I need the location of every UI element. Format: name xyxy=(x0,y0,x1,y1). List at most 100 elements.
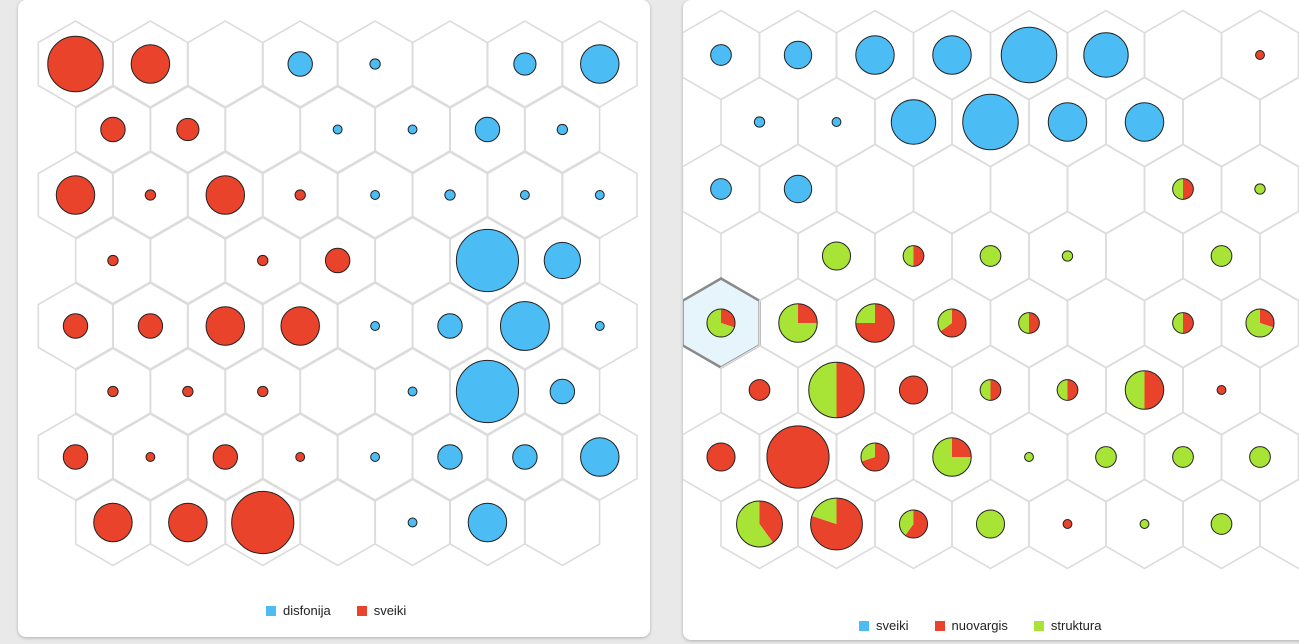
cell-pie[interactable] xyxy=(407,517,418,528)
cell-pie[interactable] xyxy=(898,375,929,405)
cell-pie[interactable] xyxy=(145,452,156,462)
cell-pie[interactable] xyxy=(1249,446,1271,468)
cell-pie[interactable] xyxy=(1024,452,1034,462)
cell-pie[interactable] xyxy=(753,116,766,128)
cell-pie[interactable] xyxy=(890,99,937,145)
hex-cell[interactable] xyxy=(835,143,915,235)
cell-pie[interactable] xyxy=(407,124,418,135)
cell-pie[interactable] xyxy=(93,502,133,543)
cell-pie[interactable] xyxy=(810,497,863,551)
cell-pie[interactable] xyxy=(437,444,463,470)
cell-pie[interactable] xyxy=(855,303,895,343)
cell-pie[interactable] xyxy=(257,254,269,267)
cell-pie[interactable] xyxy=(168,502,208,543)
cell-pie[interactable] xyxy=(47,35,104,93)
cell-pie[interactable] xyxy=(706,442,736,472)
hex-cell[interactable] xyxy=(299,347,376,436)
cell-pie[interactable] xyxy=(808,361,865,419)
cell-pie[interactable] xyxy=(1047,102,1088,142)
cell-pie[interactable] xyxy=(962,93,1019,151)
cell-pie[interactable] xyxy=(979,245,1002,267)
cell-pie[interactable] xyxy=(182,385,194,398)
cell-pie[interactable] xyxy=(370,321,381,331)
legend-item-sveiki[interactable]: sveiki xyxy=(356,603,406,618)
hex-cell[interactable] xyxy=(912,143,992,235)
cell-pie[interactable] xyxy=(212,444,239,470)
hex-cell[interactable] xyxy=(989,143,1069,235)
cell-pie[interactable] xyxy=(778,303,818,343)
cell-pie[interactable] xyxy=(444,189,456,201)
cell-pie[interactable] xyxy=(130,44,171,84)
hex-cell[interactable] xyxy=(1143,9,1223,101)
hex-cell[interactable] xyxy=(524,347,601,436)
cell-pie[interactable] xyxy=(736,500,783,548)
cell-pie[interactable] xyxy=(1139,519,1150,529)
cell-pie[interactable] xyxy=(1061,250,1074,262)
cell-pie[interactable] xyxy=(176,117,200,142)
cell-pie[interactable] xyxy=(295,452,306,462)
cell-pie[interactable] xyxy=(294,189,306,201)
cell-pie[interactable] xyxy=(1124,102,1165,142)
cell-pie[interactable] xyxy=(1216,385,1227,395)
legend-item-nuovargis[interactable]: nuovargis xyxy=(934,618,1008,633)
cell-pie[interactable] xyxy=(1210,513,1233,535)
cell-pie[interactable] xyxy=(62,313,89,339)
cell-pie[interactable] xyxy=(580,437,620,477)
cell-pie[interactable] xyxy=(710,178,732,200)
cell-pie[interactable] xyxy=(1210,245,1233,267)
cell-pie[interactable] xyxy=(975,509,1006,539)
cell-pie[interactable] xyxy=(137,313,164,339)
cell-pie[interactable] xyxy=(594,190,605,200)
hex-cell[interactable] xyxy=(524,478,601,567)
cell-pie[interactable] xyxy=(437,313,463,339)
legend-item-struktura[interactable]: struktura xyxy=(1033,618,1101,633)
hex-cell[interactable] xyxy=(1259,478,1299,570)
hex-cell[interactable] xyxy=(1066,277,1146,369)
hex-cell[interactable] xyxy=(187,20,264,108)
legend-item-disfonija[interactable]: disfonija xyxy=(266,603,331,618)
hex-cell[interactable] xyxy=(1182,76,1261,168)
cell-pie[interactable] xyxy=(1062,519,1073,529)
hex-cell[interactable] xyxy=(561,151,638,239)
hex-cell[interactable] xyxy=(561,413,638,501)
hex-cell[interactable] xyxy=(299,478,376,567)
cell-pie[interactable] xyxy=(513,52,537,76)
cell-pie[interactable] xyxy=(100,116,126,143)
cell-pie[interactable] xyxy=(332,124,343,135)
cell-pie[interactable] xyxy=(594,321,605,331)
cell-pie[interactable] xyxy=(370,452,381,462)
cell-pie[interactable] xyxy=(556,123,569,136)
cell-pie[interactable] xyxy=(937,308,967,338)
cell-pie[interactable] xyxy=(455,359,520,424)
hex-cell[interactable] xyxy=(224,85,301,174)
hex-cell[interactable] xyxy=(1105,210,1184,302)
cell-pie[interactable] xyxy=(706,308,736,338)
cell-pie[interactable] xyxy=(370,190,381,200)
cell-pie[interactable] xyxy=(549,378,576,405)
cell-pie[interactable] xyxy=(205,306,246,346)
cell-pie[interactable] xyxy=(710,44,732,66)
cell-pie[interactable] xyxy=(1172,446,1194,468)
hex-cell[interactable] xyxy=(411,20,489,108)
cell-pie[interactable] xyxy=(1000,26,1058,84)
cell-pie[interactable] xyxy=(369,58,381,70)
cell-pie[interactable] xyxy=(231,490,295,555)
cell-pie[interactable] xyxy=(55,175,96,215)
hex-cell[interactable] xyxy=(1259,344,1299,436)
cell-pie[interactable] xyxy=(1254,183,1266,195)
cell-pie[interactable] xyxy=(107,385,119,398)
hex-cell[interactable] xyxy=(374,216,451,305)
cell-pie[interactable] xyxy=(783,174,813,204)
cell-pie[interactable] xyxy=(407,386,418,397)
cell-pie[interactable] xyxy=(855,35,895,75)
cell-pie[interactable] xyxy=(1124,370,1165,410)
cell-pie[interactable] xyxy=(287,51,313,77)
cell-pie[interactable] xyxy=(831,117,842,127)
cell-pie[interactable] xyxy=(280,306,320,346)
cell-pie[interactable] xyxy=(1245,308,1275,338)
legend-item-sveiki-right[interactable]: sveiki xyxy=(859,618,909,633)
hex-cell[interactable] xyxy=(149,216,226,305)
cell-pie[interactable] xyxy=(543,241,581,280)
hex-cell[interactable] xyxy=(1259,76,1299,168)
cell-pie[interactable] xyxy=(902,245,925,267)
